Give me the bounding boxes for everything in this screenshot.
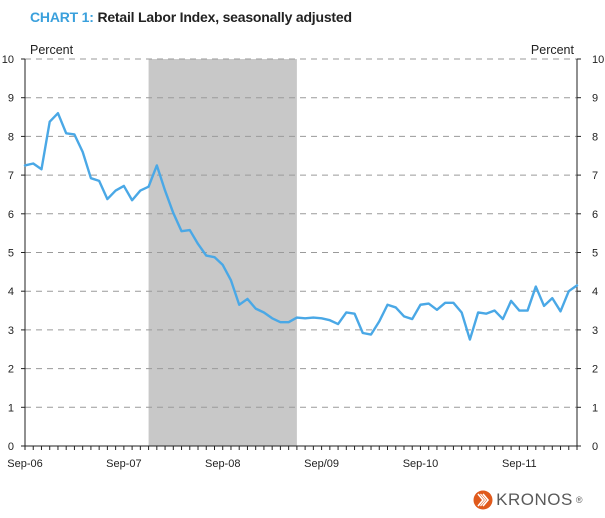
y-tick-label-right: 10 <box>592 54 604 66</box>
y-tick-label-left: 2 <box>8 364 14 376</box>
x-tick-label: Sep-11 <box>502 458 537 470</box>
y-tick-label-right: 5 <box>592 248 598 260</box>
y-tick-label-right: 8 <box>592 131 598 143</box>
y-unit-label-left: Percent <box>30 43 74 57</box>
y-tick-label-left: 9 <box>8 93 14 105</box>
y-tick-label-right: 7 <box>592 170 598 182</box>
y-tick-label-left: 8 <box>8 131 14 143</box>
kronos-trademark: ® <box>575 495 583 505</box>
y-tick-label-left: 4 <box>8 286 14 298</box>
y-tick-label-left: 1 <box>8 402 14 414</box>
y-unit-label-right: Percent <box>531 43 575 57</box>
x-tick-label: Sep-07 <box>106 458 141 470</box>
y-tick-label-left: 5 <box>8 248 14 260</box>
x-tick-label: Sep-10 <box>403 458 438 470</box>
y-tick-label-left: 7 <box>8 170 14 182</box>
y-tick-label-right: 1 <box>592 402 598 414</box>
y-tick-label-right: 6 <box>592 209 598 221</box>
x-tick-label: Sep/09 <box>304 458 339 470</box>
chart-title-text: Retail Labor Index, seasonally adjusted <box>97 9 352 25</box>
y-tick-label-left: 6 <box>8 209 14 221</box>
series-line <box>23 111 579 341</box>
y-tick-label-left: 10 <box>2 54 14 66</box>
kronos-logo: KRONOS ® <box>473 490 583 510</box>
kronos-logo-text: KRONOS <box>496 490 573 509</box>
y-tick-label-left: 3 <box>8 325 14 337</box>
axes <box>21 58 581 450</box>
x-tick-label: Sep-08 <box>205 458 240 470</box>
gridlines <box>25 58 577 408</box>
y-tick-label-right: 0 <box>592 441 598 453</box>
series-layer <box>23 111 579 341</box>
chart-title-prefix: CHART 1: <box>30 9 94 25</box>
kronos-logo-icon <box>473 490 493 510</box>
x-tick-label: Sep-06 <box>7 458 42 470</box>
y-tick-label-right: 9 <box>592 93 598 105</box>
y-tick-label-right: 3 <box>592 325 598 337</box>
y-tick-label-right: 4 <box>592 286 598 298</box>
axis-labels: 0 0 1 1 2 2 3 3 4 4 5 5 6 6 7 7 8 8 9 9 10 10 Sep-06 Sep-07 Sep-… <box>2 43 605 470</box>
chart-title: CHART 1: Retail Labor Index, seasonally … <box>30 9 352 25</box>
y-tick-label-left: 0 <box>8 441 14 453</box>
y-tick-label-right: 2 <box>592 364 598 376</box>
